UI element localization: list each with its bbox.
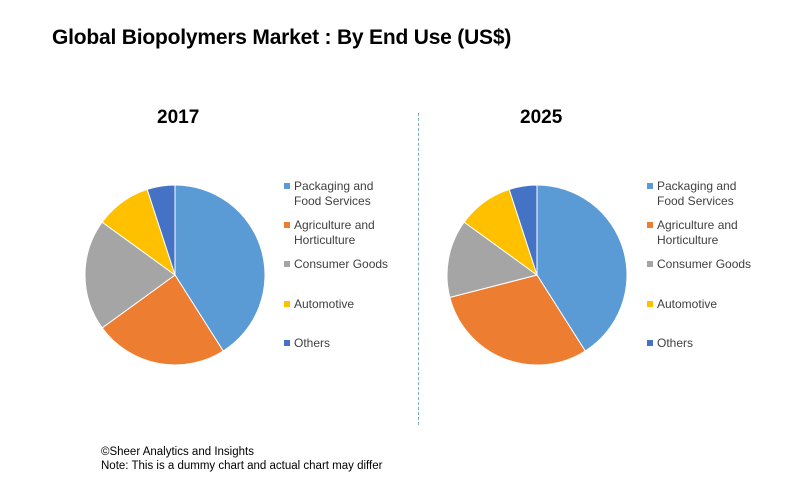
pie-title-2017: 2017 xyxy=(157,107,200,128)
pie-slice-consumer-goods xyxy=(446,221,539,298)
legend-swatch-packaging xyxy=(647,183,653,189)
pie-slice-agriculture xyxy=(101,274,224,366)
legend-swatch-packaging xyxy=(284,183,290,189)
legend-swatch-automotive xyxy=(284,301,290,307)
pie-slice-agriculture xyxy=(449,274,586,366)
legend-label-packaging: Packaging and Food Services xyxy=(657,179,737,208)
legend-swatch-automotive xyxy=(647,301,653,307)
pie-slice-others xyxy=(146,184,176,276)
legend-label-automotive: Automotive xyxy=(294,297,355,311)
legend-label-others: Others xyxy=(294,336,331,350)
pie-slice-packaging xyxy=(174,184,266,352)
legend-label-consumer-goods: Consumer Goods xyxy=(294,257,389,271)
dashed-divider xyxy=(418,113,419,425)
legend-swatch-agriculture xyxy=(284,222,290,228)
legend-label-packaging: Packaging and Food Services xyxy=(294,179,374,208)
pie-title-2025: 2025 xyxy=(520,107,563,128)
pie-slice-others xyxy=(508,184,538,276)
pie-slice-packaging xyxy=(536,184,628,352)
legend-label-others: Others xyxy=(657,336,694,350)
pie-chart-2017 xyxy=(84,184,266,366)
legend-label-agriculture: Agriculture and Horticulture xyxy=(294,218,375,247)
legend-label-agriculture: Agriculture and Horticulture xyxy=(657,218,738,247)
disclaimer-note: Note: This is a dummy chart and actual c… xyxy=(101,460,383,472)
legend-label-consumer-goods: Consumer Goods xyxy=(657,257,752,271)
chart-title: Global Biopolymers Market : By End Use (… xyxy=(52,26,512,49)
pie-slice-consumer-goods xyxy=(84,221,176,329)
legend-swatch-agriculture xyxy=(647,222,653,228)
copyright-note: ©Sheer Analytics and Insights xyxy=(101,446,254,458)
legend-swatch-others xyxy=(647,340,653,346)
legend-label-automotive: Automotive xyxy=(657,297,718,311)
legend-swatch-consumer-goods xyxy=(284,261,290,267)
pie-chart-2025 xyxy=(446,184,628,366)
legend-swatch-consumer-goods xyxy=(647,261,653,267)
legend-swatch-others xyxy=(284,340,290,346)
